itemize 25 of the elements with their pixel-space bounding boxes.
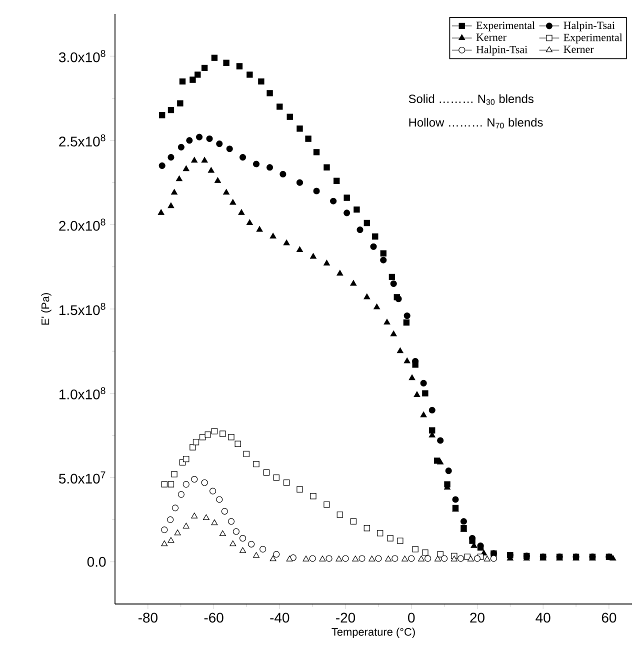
legend-label: Kerner [564, 46, 594, 54]
legend-label: Experimental [476, 21, 535, 32]
legend-label: Halpin-Tsai [564, 21, 615, 32]
x-tick-label: -40 [270, 612, 290, 623]
x-tick-label: -80 [138, 612, 158, 623]
y-tick-label: 2.5x10$^{8}$ [59, 134, 106, 147]
legend-label: Kerner [476, 34, 506, 41]
legend-label: Halpin-Tsai [476, 46, 528, 56]
y-tick-label: 2.0x10$^{8}$ [59, 218, 106, 231]
y-tick-label: 1.5x10$^{8}$ [60, 302, 106, 316]
x-tick-label: -20 [336, 612, 356, 623]
x-tick-label: 20 [470, 612, 484, 623]
y-tick-label: 1.0x10$^{8}$ [60, 387, 106, 400]
legend-label: Experimental [564, 33, 622, 44]
y-axis-title: E' (Pa) [41, 293, 52, 325]
y-tick-label: 3.0x10$^{8}$ [58, 50, 106, 62]
y-tick-label: 0.0 [87, 556, 106, 567]
x-tick-label: 60 [602, 612, 616, 623]
x-axis-title: Temperature (°C) [332, 628, 415, 638]
x-tick-label: 40 [536, 612, 550, 623]
annotation: Solid ……… N$_{30}$ blends [408, 94, 534, 105]
x-tick-label: 0 [408, 612, 415, 623]
annotation: Hollow ……… N$_{70}$ blends [409, 118, 543, 128]
x-tick-label: -60 [204, 612, 224, 623]
y-tick-label: 5.0x10$^{7}$ [59, 472, 106, 484]
